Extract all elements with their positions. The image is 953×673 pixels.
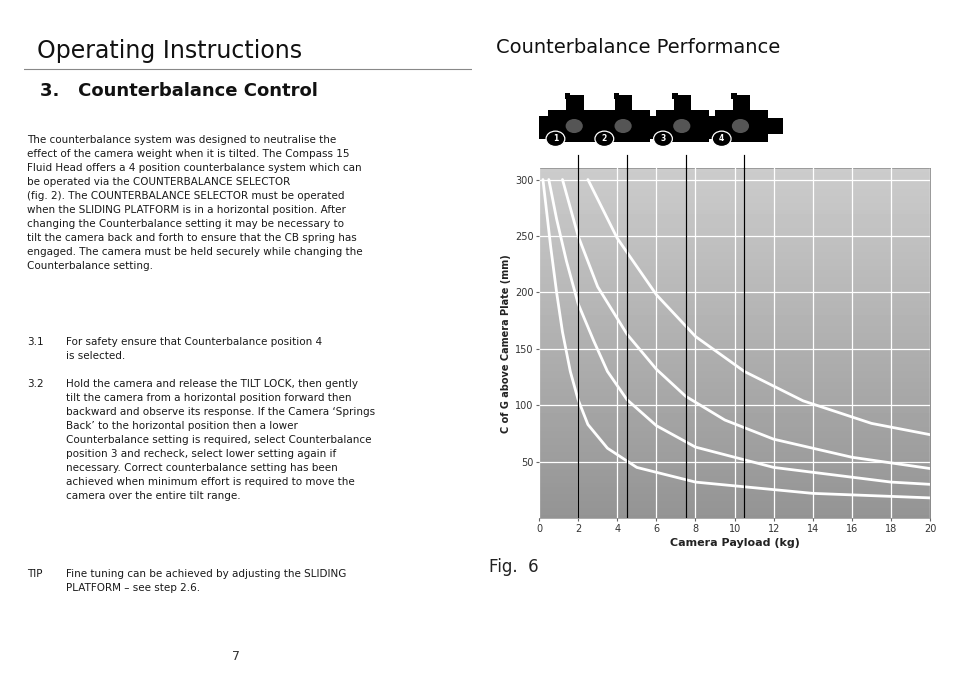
Circle shape xyxy=(565,119,582,133)
Text: 3.   Counterbalance Control: 3. Counterbalance Control xyxy=(40,82,317,100)
Circle shape xyxy=(673,119,690,133)
Bar xyxy=(566,96,583,111)
Bar xyxy=(648,118,665,135)
Text: 7: 7 xyxy=(232,650,240,663)
Bar xyxy=(538,116,549,139)
Bar xyxy=(548,110,601,142)
Circle shape xyxy=(608,114,638,138)
Bar xyxy=(765,118,782,135)
Bar xyxy=(730,94,736,98)
Bar xyxy=(704,116,716,139)
Circle shape xyxy=(558,114,588,138)
Circle shape xyxy=(653,131,672,147)
Text: Hold the camera and release the TILT LOCK, then gently
tilt the camera from a ho: Hold the camera and release the TILT LOC… xyxy=(66,379,375,501)
Text: For safety ensure that Counterbalance position 4
is selected.: For safety ensure that Counterbalance po… xyxy=(66,337,321,361)
Text: Fine tuning can be achieved by adjusting the SLIDING
PLATFORM – see step 2.6.: Fine tuning can be achieved by adjusting… xyxy=(66,569,346,593)
Text: 1: 1 xyxy=(552,135,558,143)
Circle shape xyxy=(595,131,613,147)
Text: Counterbalance Performance: Counterbalance Performance xyxy=(496,38,780,57)
Text: 4: 4 xyxy=(719,135,723,143)
Circle shape xyxy=(712,131,730,147)
Text: TIP: TIP xyxy=(27,569,42,579)
Circle shape xyxy=(725,114,755,138)
Bar xyxy=(707,118,724,135)
Y-axis label: C of G above Camera Plate (mm): C of G above Camera Plate (mm) xyxy=(500,254,510,433)
Bar xyxy=(597,110,650,142)
Bar xyxy=(673,96,690,111)
Text: 2: 2 xyxy=(601,135,606,143)
Bar xyxy=(714,110,767,142)
Circle shape xyxy=(545,131,564,147)
Bar xyxy=(613,94,618,98)
Bar xyxy=(564,94,570,98)
Bar xyxy=(587,116,598,139)
Circle shape xyxy=(614,119,631,133)
Bar xyxy=(656,110,708,142)
Bar xyxy=(732,96,749,111)
Text: 3: 3 xyxy=(659,135,665,143)
Text: Fig.  6: Fig. 6 xyxy=(488,558,538,576)
Text: Operating Instructions: Operating Instructions xyxy=(37,40,302,63)
Text: The counterbalance system was designed to neutralise the
effect of the camera we: The counterbalance system was designed t… xyxy=(27,135,362,271)
Text: 3.2: 3.2 xyxy=(27,379,43,388)
Bar xyxy=(615,96,632,111)
Text: 3.1: 3.1 xyxy=(27,337,43,347)
Bar xyxy=(646,116,657,139)
Circle shape xyxy=(666,114,696,138)
Bar xyxy=(672,94,678,98)
X-axis label: Camera Payload (kg): Camera Payload (kg) xyxy=(669,538,799,548)
Circle shape xyxy=(731,119,748,133)
Bar xyxy=(599,118,617,135)
